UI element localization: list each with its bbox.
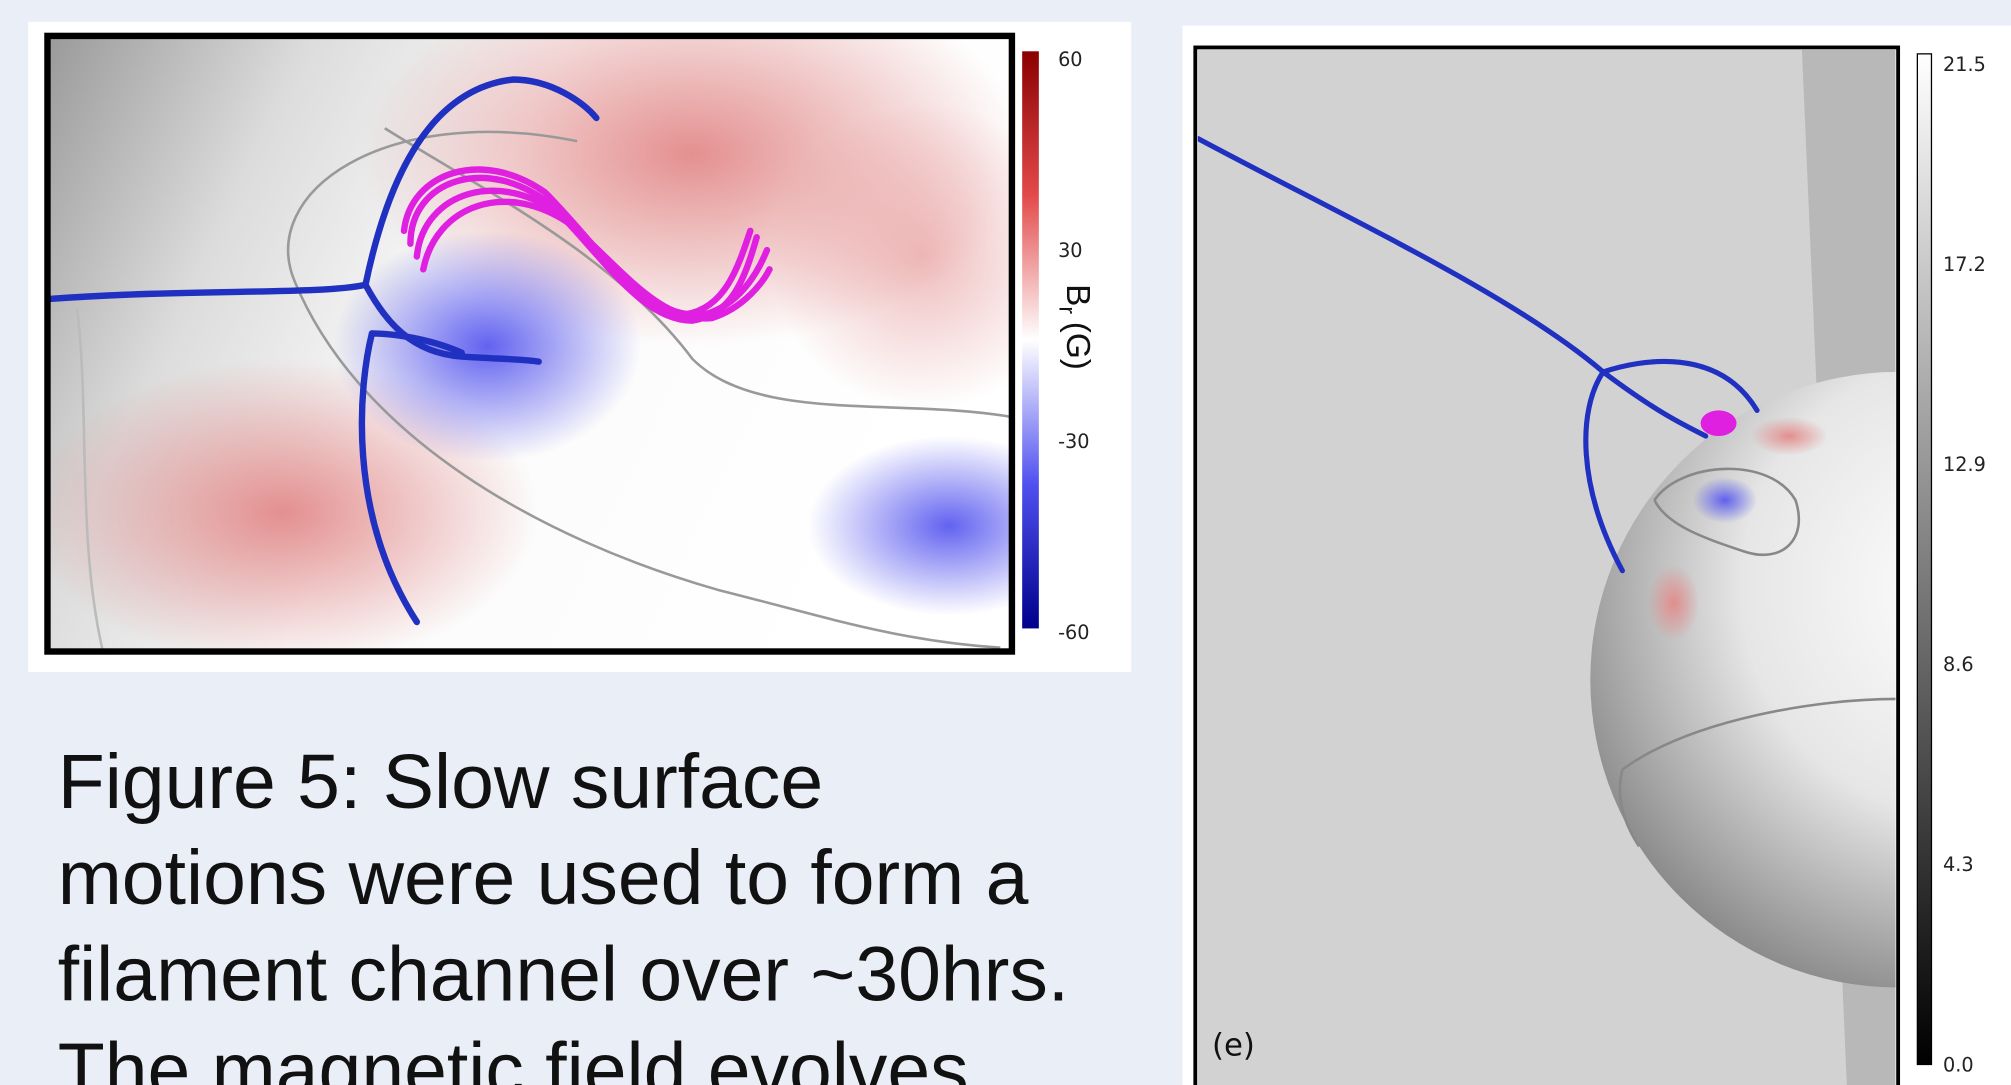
- colorbar-tick-label: 0.0: [1943, 1053, 1974, 1076]
- density-map: [1197, 50, 1896, 1085]
- colorbar-tick-label: 17.2: [1943, 253, 1986, 276]
- plot-frame: [44, 32, 1016, 655]
- field-map: [48, 37, 1011, 651]
- colorbar-label: Br(G): [1054, 284, 1096, 370]
- colorbar-tick-label: 12.9: [1943, 453, 1986, 476]
- panel-label: (e): [1212, 1028, 1255, 1064]
- caption-line: The magnetic field evolves: [58, 1028, 969, 1085]
- colorbar: [1022, 51, 1039, 629]
- caption-line: Figure 5: Slow surface: [58, 739, 823, 825]
- colorbar-tick-label: 30: [1058, 239, 1082, 262]
- colorbar: [1916, 53, 1933, 1066]
- caption-line: filament channel over ~30hrs.: [58, 931, 1069, 1017]
- caption-line: motions were used to form a: [58, 835, 1029, 921]
- colorbar-tick-label: -30: [1058, 430, 1089, 453]
- colorbar-tick-label: 8.6: [1943, 653, 1974, 676]
- plot-frame: [1193, 45, 1901, 1085]
- colorbar-tick-label: 60: [1058, 48, 1082, 71]
- colorbar-tick-label: 21.5: [1943, 53, 1986, 76]
- colorbar-tick-label: 4.3: [1943, 853, 1974, 876]
- caption: Figure 5: Slow surface motions were used …: [58, 739, 1069, 1085]
- colorbar-tick-label: -60: [1058, 621, 1089, 644]
